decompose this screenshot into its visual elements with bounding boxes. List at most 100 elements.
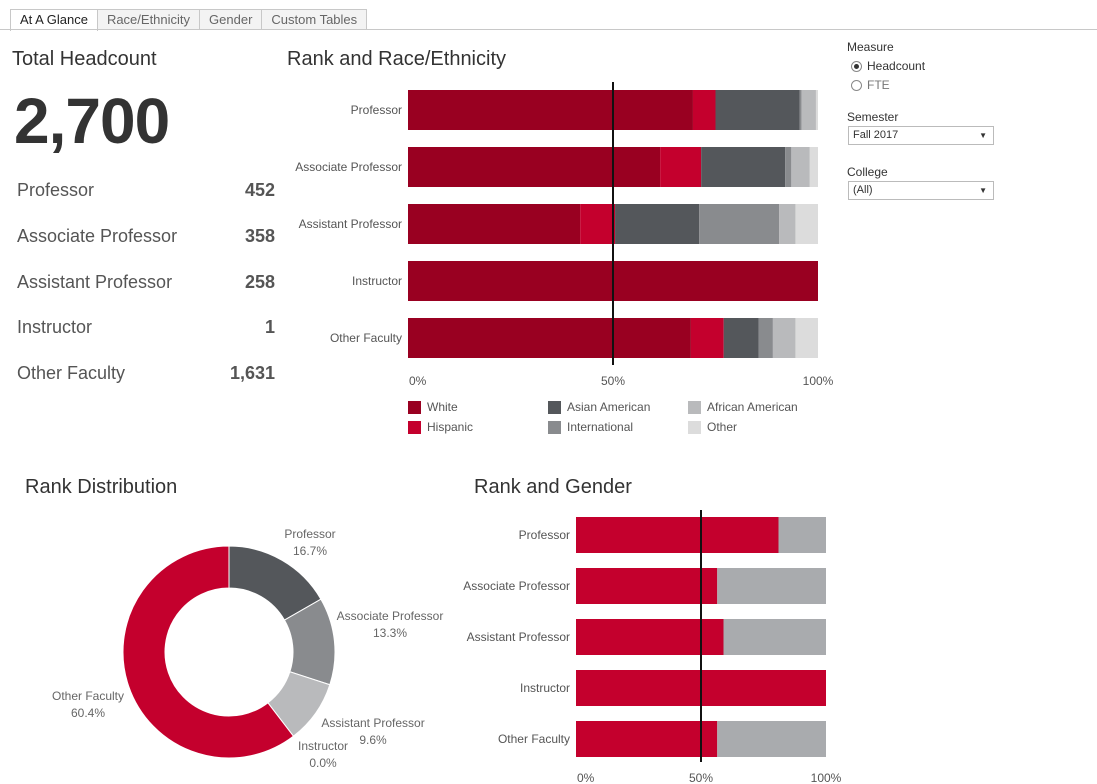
- bar-segment-professor-white: [408, 90, 693, 130]
- headcount-row-label: Associate Professor: [17, 226, 178, 246]
- tab-bar: At A Glance Race/Ethnicity Gender Custom…: [10, 9, 368, 31]
- bar-segment-associate-professor-african-american: [791, 147, 810, 187]
- tab-gender[interactable]: Gender: [199, 9, 263, 30]
- legend-label: Asian American: [567, 400, 651, 414]
- donut-pct-professor: 16.7%: [293, 544, 327, 558]
- headcount-row-label: Professor: [17, 180, 95, 200]
- x-tick-label: 0%: [577, 771, 595, 784]
- legend-item-international[interactable]: International: [548, 420, 633, 434]
- category-label-professor: Professor: [519, 528, 570, 542]
- legend-swatch: [408, 400, 421, 414]
- bar-segment-associate-professor-male: [576, 568, 718, 604]
- legend-swatch: [548, 420, 561, 434]
- headcount-row-value: 1,631: [229, 363, 275, 383]
- bar-segment-professor-international: [799, 90, 802, 130]
- bar-segment-other-faculty-female: [717, 721, 826, 757]
- donut-label-other-faculty: Other Faculty: [52, 689, 124, 703]
- bar-segment-professor-female: [778, 517, 826, 553]
- semester-label: Semester: [847, 110, 899, 124]
- category-label-assistant-professor: Assistant Professor: [467, 630, 570, 644]
- headcount-row-professor: Professor 452: [17, 180, 275, 204]
- x-tick-label: 0%: [409, 374, 427, 388]
- bar-segment-other-faculty-international: [758, 318, 773, 358]
- bar-segment-other-faculty-white: [408, 318, 691, 358]
- bar-segment-associate-professor-female: [717, 568, 826, 604]
- legend-swatch: [688, 400, 701, 414]
- tab-at-a-glance[interactable]: At A Glance: [10, 9, 98, 31]
- headcount-row-label: Assistant Professor: [17, 272, 173, 292]
- donut-label-instructor: Instructor: [298, 739, 348, 753]
- bar-segment-other-faculty-other: [795, 318, 818, 358]
- total-headcount-value: 2,700: [14, 85, 170, 157]
- category-label-professor: Professor: [351, 103, 402, 117]
- bar-segment-professor-other: [815, 90, 818, 130]
- chevron-down-icon: ▼: [979, 186, 987, 195]
- headcount-row-associate-professor: Associate Professor 358: [17, 226, 275, 250]
- race-chart-title: Rank and Race/Ethnicity: [287, 48, 507, 70]
- bar-segment-assistant-professor-female: [723, 619, 826, 655]
- x-tick-label: 50%: [689, 771, 713, 784]
- category-label-instructor: Instructor: [352, 274, 402, 288]
- donut-label-assistant-professor: Assistant Professor: [321, 716, 424, 730]
- headcount-row-other-faculty: Other Faculty 1,631: [17, 363, 275, 387]
- measure-radio-headcount[interactable]: Headcount: [851, 59, 925, 73]
- college-value: (All): [853, 184, 873, 196]
- tab-race-ethnicity[interactable]: Race/Ethnicity: [96, 9, 201, 30]
- radio-unselected-icon: [851, 79, 862, 91]
- tab-divider: [0, 29, 1097, 30]
- measure-label: Measure: [847, 40, 894, 54]
- x-tick-label: 50%: [601, 374, 625, 388]
- donut-pct-other-faculty: 60.4%: [71, 706, 105, 720]
- bar-segment-associate-professor-asian-american: [701, 147, 786, 187]
- donut-pct-assistant-professor: 9.6%: [359, 733, 387, 747]
- radio-label: Headcount: [867, 59, 926, 73]
- headcount-row-instructor: Instructor 1: [17, 317, 275, 341]
- chevron-down-icon: ▼: [979, 131, 987, 140]
- donut-pct-instructor: 0.0%: [309, 756, 337, 770]
- semester-value: Fall 2017: [853, 129, 899, 141]
- bar-segment-other-faculty-african-american: [772, 318, 796, 358]
- legend-item-white[interactable]: White: [408, 400, 458, 414]
- bar-segment-professor-male: [576, 517, 779, 553]
- legend-label: Other: [707, 420, 738, 434]
- bar-segment-professor-african-american: [801, 90, 816, 130]
- bar-segment-assistant-professor-hispanic: [580, 204, 616, 244]
- legend-item-asian-american[interactable]: Asian American: [548, 400, 650, 414]
- legend-label: International: [567, 420, 634, 434]
- category-label-instructor: Instructor: [520, 681, 570, 695]
- category-label-other-faculty: Other Faculty: [330, 331, 402, 345]
- donut-label-associate-professor: Associate Professor: [337, 609, 444, 623]
- donut-label-professor: Professor: [284, 527, 335, 541]
- legend-swatch: [548, 400, 561, 414]
- gender-chart-title: Rank and Gender: [474, 476, 632, 498]
- bar-segment-assistant-professor-african-american: [779, 204, 796, 244]
- legend-item-other[interactable]: Other: [688, 420, 737, 434]
- legend-swatch: [688, 420, 701, 434]
- college-dropdown[interactable]: (All) ▼: [848, 181, 994, 200]
- headcount-row-assistant-professor: Assistant Professor 258: [17, 272, 275, 296]
- legend-swatch: [408, 420, 421, 434]
- college-label: College: [847, 165, 888, 179]
- legend-item-hispanic[interactable]: Hispanic: [408, 420, 473, 434]
- headcount-row-value: 258: [244, 272, 275, 292]
- tab-custom-tables[interactable]: Custom Tables: [261, 9, 368, 30]
- headcount-row-value: 1: [264, 317, 275, 337]
- legend-label: African American: [707, 400, 798, 414]
- total-headcount-title: Total Headcount: [12, 48, 157, 70]
- bar-segment-associate-professor-other: [809, 147, 818, 187]
- bar-segment-assistant-professor-male: [576, 619, 724, 655]
- bar-segment-other-faculty-male: [576, 721, 718, 757]
- headcount-row-value: 358: [244, 226, 275, 246]
- x-tick-label: 100%: [803, 374, 834, 388]
- bar-segment-other-faculty-asian-american: [723, 318, 759, 358]
- bar-segment-assistant-professor-international: [699, 204, 780, 244]
- bar-segment-associate-professor-international: [785, 147, 792, 187]
- headcount-row-label: Instructor: [17, 317, 93, 337]
- legend-item-african-american[interactable]: African American: [688, 400, 798, 414]
- legend-label: White: [427, 400, 458, 414]
- bar-segment-associate-professor-white: [408, 147, 661, 187]
- measure-radio-fte[interactable]: FTE: [851, 78, 890, 92]
- bar-segment-other-faculty-hispanic: [690, 318, 724, 358]
- semester-dropdown[interactable]: Fall 2017 ▼: [848, 126, 994, 145]
